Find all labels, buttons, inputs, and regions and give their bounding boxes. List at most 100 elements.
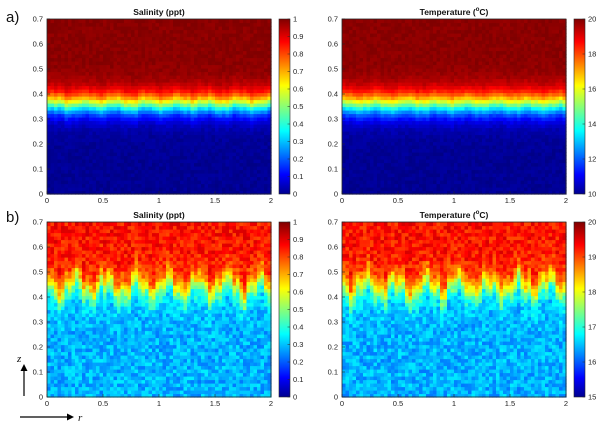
heat-cell [373, 36, 378, 41]
heat-cell [169, 159, 174, 164]
heat-cell [113, 110, 118, 115]
heat-cell [82, 85, 87, 90]
heat-cell [236, 85, 241, 90]
heat-cell [342, 26, 347, 31]
heat-cell [71, 106, 76, 111]
heat-cell [47, 152, 52, 157]
heat-cell [391, 110, 396, 115]
heat-cell [253, 187, 258, 192]
heat-cell [197, 138, 202, 143]
colorbar-tick-label: 0.6 [293, 85, 303, 94]
heat-cell [176, 169, 181, 174]
heat-cell [54, 113, 59, 118]
heat-cell [264, 176, 269, 181]
heat-cell [134, 78, 139, 83]
heat-cell [422, 29, 427, 34]
heat-cell [426, 131, 431, 136]
heat-cell [349, 43, 354, 48]
heat-cell [141, 75, 146, 80]
heat-cell [99, 61, 104, 66]
heat-cell [440, 110, 445, 115]
heat-cell [253, 117, 258, 122]
heat-cell [166, 166, 171, 171]
heat-cell [176, 71, 181, 76]
heat-cell [194, 138, 199, 143]
heat-cell [408, 50, 413, 55]
heat-cell [176, 124, 181, 129]
heat-cell [82, 138, 87, 143]
heat-cell [426, 92, 431, 97]
heat-cell [215, 47, 220, 52]
heat-cell [352, 138, 357, 143]
heat-cell [415, 180, 420, 185]
heat-cell [78, 29, 83, 34]
heat-cell [415, 103, 420, 108]
heat-cell [391, 138, 396, 143]
heat-cell [204, 183, 209, 188]
heat-cell [155, 26, 160, 31]
heat-cell [398, 159, 403, 164]
heat-cell [267, 162, 272, 167]
heat-cell [180, 82, 185, 87]
heat-cell [387, 103, 392, 108]
heat-cell [54, 173, 59, 178]
heat-cell [110, 183, 115, 188]
heat-cell [225, 159, 230, 164]
heat-cell [422, 117, 427, 122]
heat-cell [145, 148, 150, 153]
heat-cell [138, 64, 143, 69]
heat-cell [218, 43, 223, 48]
heat-cell [264, 120, 269, 125]
heat-cell [201, 187, 206, 192]
heat-cell [85, 54, 90, 59]
heat-cell [345, 110, 350, 115]
heat-cell [454, 134, 459, 139]
heat-cell [204, 33, 209, 38]
heat-cell [380, 43, 385, 48]
heat-cell [419, 159, 424, 164]
heat-cell [169, 106, 174, 111]
heat-cell [405, 61, 410, 66]
heat-cell [145, 92, 150, 97]
heat-cell [117, 26, 122, 31]
heat-cell [401, 173, 406, 178]
heat-cell [454, 68, 459, 73]
heat-cell [57, 183, 62, 188]
heat-cell [92, 173, 97, 178]
heat-cell [380, 173, 385, 178]
heat-cell [50, 120, 55, 125]
heat-cell [426, 22, 431, 27]
heat-cell [419, 50, 424, 55]
heat-cell [127, 40, 132, 45]
heat-cell [457, 43, 462, 48]
heat-cell [47, 155, 52, 160]
heat-cell [429, 99, 434, 104]
heat-cell [405, 96, 410, 101]
heat-cell [187, 78, 192, 83]
heat-cell [391, 173, 396, 178]
heat-cell [117, 183, 122, 188]
heat-cell [408, 54, 413, 59]
heat-cell [243, 36, 248, 41]
heat-cell [54, 190, 59, 195]
heat-cell [211, 96, 216, 101]
heat-cell [85, 85, 90, 90]
heat-cell [454, 36, 459, 41]
heat-cell [54, 180, 59, 185]
heat-cell [159, 92, 164, 97]
heat-cell [405, 75, 410, 80]
heat-cell [454, 127, 459, 132]
heat-cell [380, 162, 385, 167]
heat-cell [239, 82, 244, 87]
heat-cell [50, 187, 55, 192]
heat-cell [57, 176, 62, 181]
heat-cell [457, 54, 462, 59]
heat-cell [225, 33, 230, 38]
heat-cell [54, 159, 59, 164]
heat-cell [89, 57, 94, 62]
heat-cell [113, 145, 118, 150]
heat-cell [412, 187, 417, 192]
x-tick-label: 0.5 [98, 196, 108, 205]
heat-cell [159, 68, 164, 73]
heat-cell [229, 78, 234, 83]
